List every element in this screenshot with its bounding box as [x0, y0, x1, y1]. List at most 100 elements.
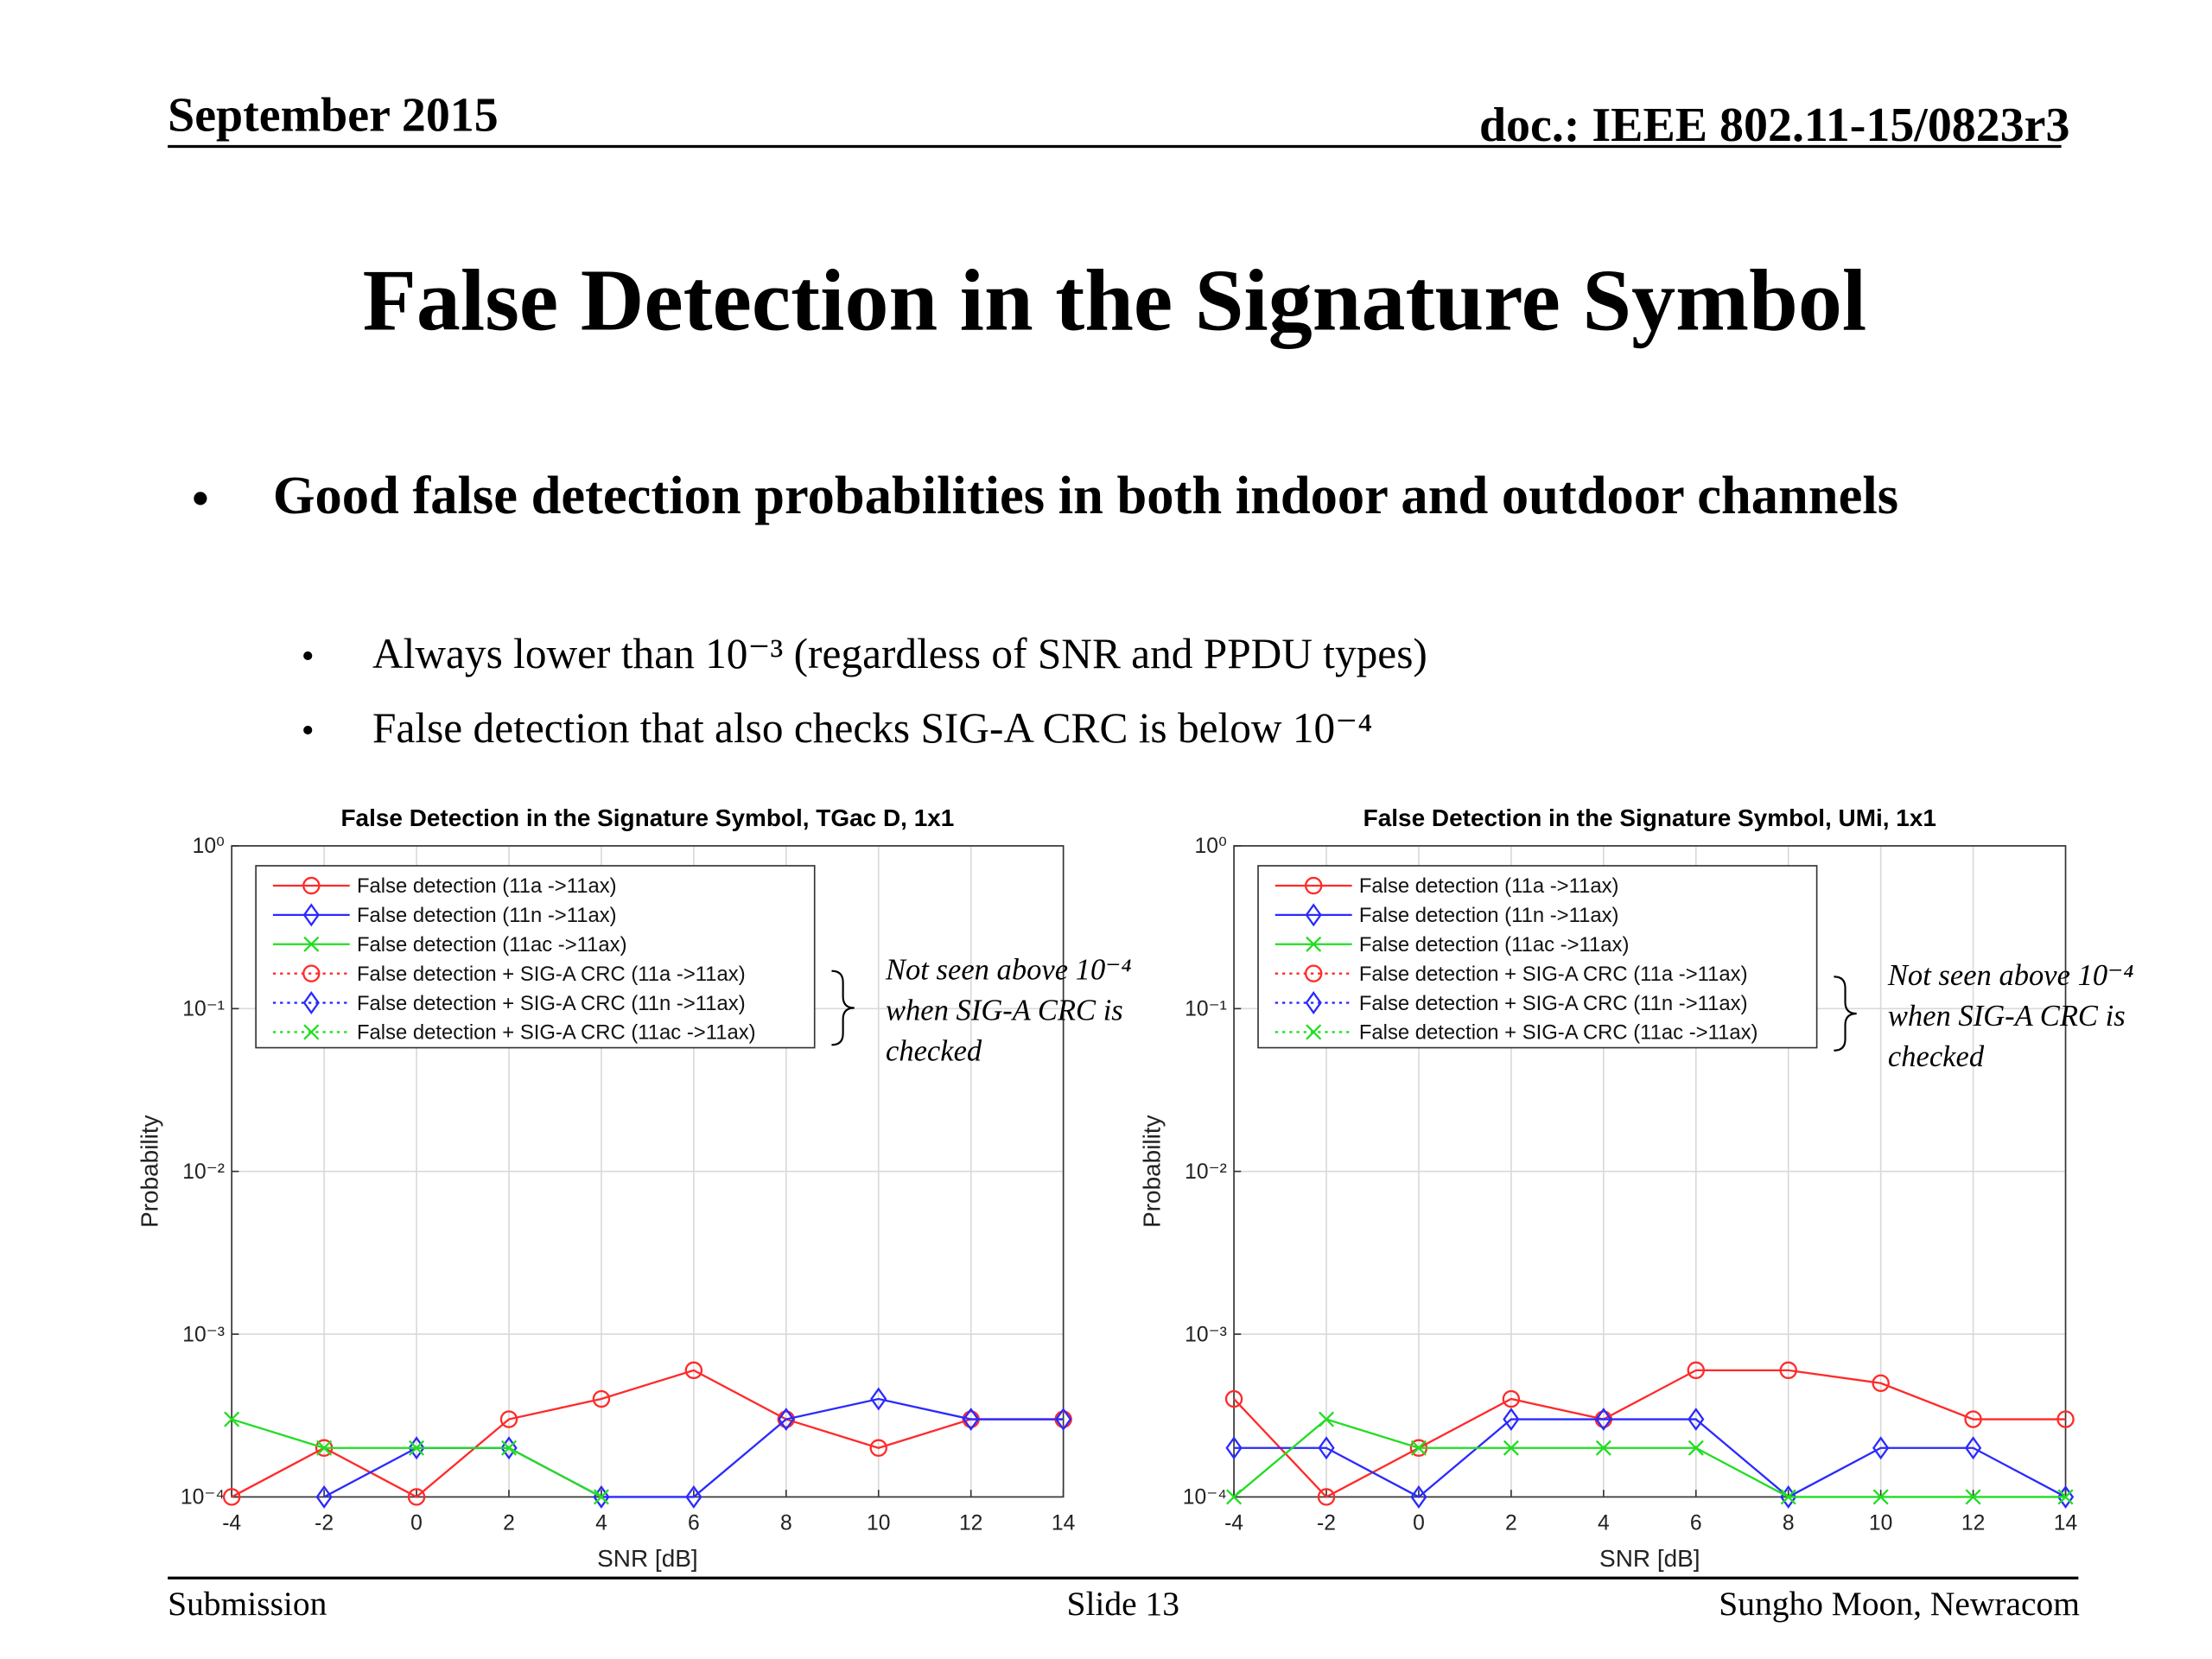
footer-center: Slide 13: [1067, 1585, 1179, 1623]
legend-label: False detection (11n ->11ax): [357, 904, 617, 927]
legend-label: False detection + SIG-A CRC (11n ->11ax): [357, 992, 746, 1015]
x-tick-label: 8: [1783, 1511, 1795, 1535]
legend-label: False detection (11n ->11ax): [1359, 904, 1619, 927]
x-tick-label: 0: [1413, 1511, 1425, 1535]
x-tick-label: -4: [222, 1511, 241, 1535]
marker-x: [224, 1411, 240, 1427]
marker-circle: [302, 964, 321, 982]
annotation-text: when SIG-A CRC is: [1888, 1000, 2126, 1033]
y-tick-label: 10⁻³: [1185, 1323, 1227, 1346]
marker-circle: [1305, 964, 1323, 982]
y-tick-label: 10⁰: [193, 835, 225, 858]
annotation-text: when SIG-A CRC is: [886, 994, 1123, 1027]
marker-x: [1872, 1489, 1889, 1505]
x-tick-label: 12: [1961, 1511, 1985, 1535]
marker-x: [303, 1024, 320, 1040]
legend-label: False detection + SIG-A CRC (11a ->11ax): [357, 963, 746, 986]
header-doc: doc.: IEEE 802.11-15/0823r3: [1479, 99, 2070, 152]
legend-label: False detection (11ac ->11ax): [357, 933, 627, 957]
marker-diamond: [1225, 1436, 1243, 1460]
marker-x: [1780, 1489, 1796, 1505]
marker-x: [1688, 1440, 1704, 1456]
sub-bullet-dot: •: [302, 710, 315, 751]
chart: -4 -2 0 2 4 6 8 10 12 14 10⁻⁴ 10⁻³ 10⁻² 10⁻¹ 10⁰ False …: [137, 804, 1132, 1572]
marker-circle: [1305, 876, 1323, 895]
sub-bullet-dot: •: [302, 636, 315, 677]
footer-right: Sungho Moon, Newracom: [1719, 1585, 2080, 1623]
marker-diamond: [1688, 1408, 1705, 1432]
header-date: September 2015: [168, 88, 499, 142]
x-tick-label: 2: [503, 1511, 515, 1535]
marker-x: [2057, 1489, 2074, 1505]
marker-diamond: [1055, 1408, 1072, 1432]
marker-circle: [1687, 1361, 1705, 1380]
marker-diamond: [1503, 1408, 1520, 1432]
legend-label: False detection + SIG-A CRC (11a ->11ax): [1359, 963, 1748, 986]
series-line: [1233, 1418, 2066, 1498]
marker-diamond: [1872, 1436, 1890, 1460]
brace: [1834, 976, 1857, 1052]
series-line: [1234, 1418, 2067, 1498]
marker-diamond: [2056, 1484, 2075, 1509]
footer-left: Submission: [168, 1585, 327, 1623]
brace: [831, 969, 855, 1046]
marker-x: [316, 1440, 333, 1456]
annotation-text: Not seen above 10⁻⁴: [885, 954, 1132, 987]
y-tick-label: 10⁻³: [182, 1323, 225, 1346]
marker-diamond: [1410, 1484, 1427, 1509]
x-tick-label: 14: [1052, 1511, 1075, 1535]
marker-x: [1306, 936, 1322, 952]
x-tick-label: 4: [1598, 1511, 1610, 1535]
marker-x: [303, 936, 320, 952]
marker-circle: [407, 1488, 426, 1506]
marker-x: [1503, 1440, 1519, 1456]
marker-x: [1226, 1489, 1243, 1505]
y-tick-label: 10⁻²: [1185, 1160, 1227, 1184]
marker-circle: [1502, 1389, 1521, 1408]
marker-diamond: [315, 1484, 333, 1509]
legend-box: [255, 865, 816, 1049]
x-tick-label: 12: [959, 1511, 982, 1535]
marker-diamond: [1964, 1436, 1982, 1460]
x-tick-label: 6: [688, 1511, 700, 1535]
bullet-text: Good false detection probabilities in bo…: [272, 466, 1899, 526]
x-tick-label: -2: [1317, 1511, 1336, 1535]
y-tick-label: 10⁻¹: [182, 998, 225, 1021]
marker-x: [500, 1440, 518, 1456]
x-tick-label: -2: [315, 1511, 334, 1535]
marker-diamond: [1305, 991, 1322, 1015]
marker-circle: [302, 876, 321, 895]
legend-label: False detection (11a ->11ax): [357, 874, 617, 898]
marker-diamond: [685, 1484, 702, 1509]
marker-circle: [592, 1389, 611, 1408]
x-tick-label: 14: [2054, 1511, 2077, 1535]
sub-bullet-text: Always lower than 10⁻³ (regardless of SN…: [372, 630, 1427, 677]
marker-x: [409, 1440, 425, 1456]
annotation-text: Not seen above 10⁻⁴: [1887, 959, 2134, 992]
legend-label: False detection + SIG-A CRC (11ac ->11ax…: [1359, 1021, 1758, 1045]
marker-diamond: [408, 1436, 425, 1460]
marker-diamond: [870, 1387, 887, 1411]
marker-diamond: [1318, 1436, 1335, 1460]
marker-x: [593, 1489, 609, 1505]
marker-x: [1595, 1440, 1611, 1456]
chart-title: False Detection in the Signature Symbol,…: [1363, 804, 1936, 831]
marker-diamond: [1595, 1408, 1612, 1432]
marker-diamond: [500, 1436, 518, 1460]
bullet-box: Good false detection probabilities in bo…: [272, 466, 1899, 526]
x-tick-label: 0: [410, 1511, 423, 1535]
marker-x: [1318, 1411, 1335, 1427]
x-tick-label: 10: [867, 1511, 890, 1535]
x-axis-label: SNR [dB]: [597, 1545, 698, 1572]
marker-circle: [1779, 1361, 1797, 1380]
y-tick-label: 10⁻¹: [1185, 998, 1227, 1021]
marker-circle: [222, 1488, 241, 1506]
annotation-text: checked: [886, 1034, 982, 1067]
marker-x: [1306, 1024, 1322, 1040]
y-axis-label: Probability: [137, 1115, 163, 1228]
y-tick-label: 10⁰: [1195, 835, 1227, 858]
marker-circle: [1964, 1410, 1982, 1428]
bullet-dot: •: [192, 473, 209, 526]
marker-diamond: [963, 1408, 980, 1432]
